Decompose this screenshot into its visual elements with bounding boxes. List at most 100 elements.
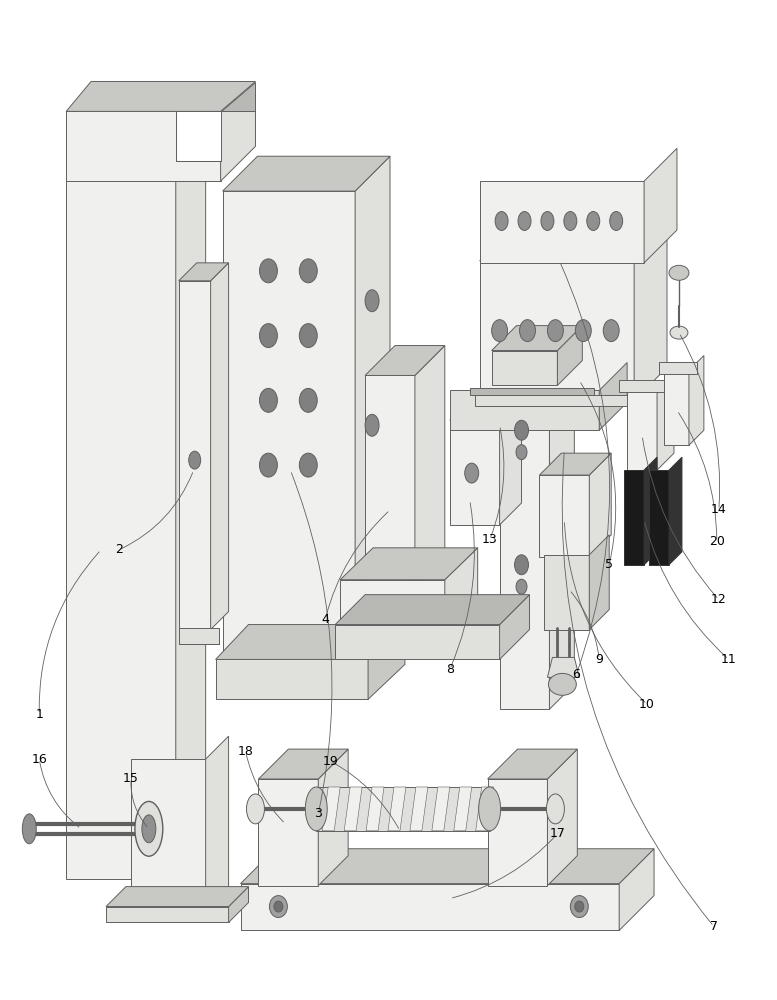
Polygon shape [659, 362, 697, 374]
Polygon shape [365, 375, 415, 585]
Text: 2: 2 [115, 543, 123, 556]
Ellipse shape [670, 326, 688, 339]
Ellipse shape [575, 901, 584, 912]
Polygon shape [657, 371, 674, 470]
Polygon shape [488, 749, 577, 779]
Polygon shape [316, 787, 490, 831]
Text: 3: 3 [315, 807, 322, 820]
Polygon shape [500, 398, 521, 525]
Polygon shape [179, 628, 218, 644]
Ellipse shape [479, 787, 500, 831]
Ellipse shape [23, 814, 37, 844]
Polygon shape [476, 787, 493, 831]
Ellipse shape [603, 320, 619, 342]
Polygon shape [454, 787, 472, 831]
Text: 13: 13 [482, 533, 497, 546]
Polygon shape [241, 849, 654, 884]
Polygon shape [619, 849, 654, 930]
Polygon shape [259, 779, 319, 886]
Text: 6: 6 [573, 668, 580, 681]
Text: 12: 12 [711, 593, 726, 606]
Polygon shape [539, 453, 611, 475]
Text: 4: 4 [322, 613, 329, 626]
Text: 18: 18 [238, 745, 253, 758]
Text: 7: 7 [710, 920, 718, 933]
Polygon shape [66, 82, 256, 111]
Polygon shape [492, 351, 557, 385]
Polygon shape [492, 326, 582, 351]
Ellipse shape [548, 320, 563, 342]
Polygon shape [470, 388, 594, 395]
Polygon shape [368, 625, 405, 699]
Polygon shape [216, 625, 405, 659]
Ellipse shape [520, 320, 535, 342]
Text: 15: 15 [123, 772, 139, 785]
Text: 17: 17 [549, 827, 566, 840]
Ellipse shape [305, 787, 327, 831]
Ellipse shape [546, 794, 564, 824]
Polygon shape [228, 887, 249, 922]
Text: 16: 16 [31, 753, 47, 766]
Ellipse shape [549, 673, 577, 695]
Ellipse shape [260, 388, 277, 412]
Polygon shape [475, 395, 644, 406]
Polygon shape [415, 346, 444, 585]
Polygon shape [619, 380, 664, 392]
Polygon shape [222, 156, 390, 191]
Polygon shape [500, 356, 574, 380]
Polygon shape [365, 346, 444, 375]
Polygon shape [669, 457, 682, 565]
Ellipse shape [246, 794, 264, 824]
Polygon shape [106, 887, 249, 907]
Text: 5: 5 [605, 558, 613, 571]
Polygon shape [500, 595, 529, 659]
Ellipse shape [570, 896, 588, 918]
Ellipse shape [465, 463, 479, 483]
Ellipse shape [669, 265, 689, 280]
Polygon shape [241, 884, 619, 930]
Polygon shape [444, 548, 478, 630]
Polygon shape [344, 787, 362, 831]
Polygon shape [557, 326, 582, 385]
Polygon shape [450, 420, 500, 525]
Polygon shape [366, 787, 384, 831]
Ellipse shape [260, 324, 277, 348]
Polygon shape [259, 749, 348, 779]
Polygon shape [335, 625, 500, 659]
Ellipse shape [516, 445, 527, 460]
Text: 9: 9 [595, 653, 603, 666]
Polygon shape [179, 263, 228, 281]
Ellipse shape [135, 801, 163, 856]
Polygon shape [548, 749, 577, 886]
Polygon shape [479, 261, 634, 400]
Polygon shape [66, 116, 176, 879]
Ellipse shape [189, 451, 200, 469]
Polygon shape [634, 228, 667, 400]
Polygon shape [644, 148, 677, 263]
Polygon shape [176, 111, 221, 161]
Ellipse shape [142, 815, 156, 843]
Ellipse shape [299, 453, 317, 477]
Polygon shape [624, 470, 644, 565]
Polygon shape [664, 370, 689, 445]
Polygon shape [355, 156, 390, 664]
Ellipse shape [495, 212, 508, 230]
Text: 14: 14 [711, 503, 726, 516]
Ellipse shape [564, 212, 577, 230]
Ellipse shape [274, 901, 283, 912]
Text: 10: 10 [639, 698, 655, 711]
Ellipse shape [516, 579, 527, 594]
Ellipse shape [514, 420, 528, 440]
Polygon shape [388, 787, 406, 831]
Polygon shape [479, 181, 644, 263]
Text: 1: 1 [35, 708, 44, 721]
Polygon shape [644, 457, 657, 565]
Ellipse shape [575, 320, 591, 342]
Polygon shape [221, 111, 256, 181]
Polygon shape [432, 787, 450, 831]
Ellipse shape [299, 324, 317, 348]
Ellipse shape [299, 388, 317, 412]
Ellipse shape [587, 212, 600, 230]
Ellipse shape [299, 259, 317, 283]
Polygon shape [649, 470, 669, 565]
